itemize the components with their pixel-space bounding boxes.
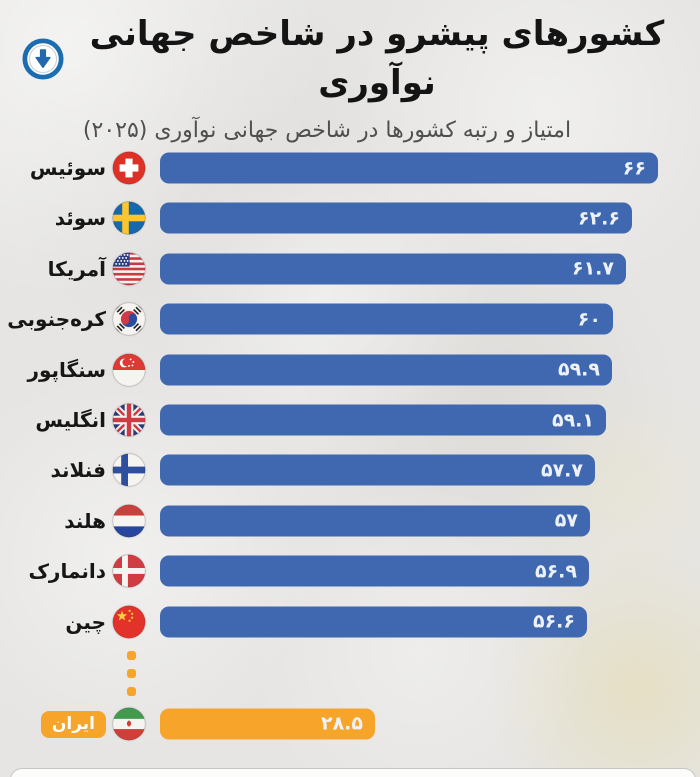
singapore-flag-icon: [112, 352, 146, 387]
country-name: سوئد: [54, 206, 106, 231]
score-bar: ۶۶: [160, 152, 658, 184]
finland-flag-icon: [112, 453, 146, 488]
country-name: چین: [65, 609, 106, 634]
south-korea-flag-icon: [112, 302, 146, 336]
iran-flag-icon: [112, 706, 146, 741]
score-bar: ۶۰: [160, 303, 613, 335]
country-label: فنلاند: [0, 458, 106, 482]
china-flag-icon: [112, 604, 146, 639]
download-arrow-circle-icon: [22, 38, 64, 80]
country-name: فنلاند: [50, 458, 106, 483]
country-label: ایران: [0, 710, 106, 738]
country-name: ایران: [40, 710, 106, 738]
country-row: دانمارک ۵۶.۹: [0, 546, 700, 596]
page-title: کشورهای پیشرو در شاخص جهانی نوآوری: [89, 14, 665, 104]
score-value-label: ۵۹.۱: [551, 409, 594, 431]
country-row: انگلیس ۵۹.۱: [0, 395, 700, 445]
country-row: سوئیس ۶۶: [0, 143, 700, 193]
score-value-label: ۶۲.۶: [577, 207, 620, 230]
country-label: دانمارک: [0, 559, 106, 583]
country-name: کره‌جنوبی: [7, 307, 106, 332]
ellipsis-dot: [127, 687, 136, 696]
netherlands-flag-icon: [112, 504, 146, 538]
sweden-flag-icon: [112, 201, 146, 236]
switzerland-flag-icon: [112, 151, 146, 185]
score-bar: ۵۹.۱: [160, 404, 606, 436]
country-name: سوئیس: [29, 156, 106, 180]
score-value-label: ۵۷: [554, 509, 578, 532]
score-value-label: ۵۷.۷: [540, 459, 583, 482]
score-bar: ۲۸.۵: [160, 708, 375, 739]
country-row: سنگاپور ۵۹.۹: [0, 345, 700, 395]
country-row: کره‌جنوبی ۶۰: [0, 294, 700, 344]
country-name: انگلیس: [35, 408, 106, 432]
country-label: سوئیس: [0, 156, 106, 180]
score-value-label: ۶۱.۷: [571, 257, 614, 280]
uk-flag-icon: [112, 403, 146, 437]
country-row: فنلاند ۵۷.۷: [0, 445, 700, 495]
score-bar: ۵۹.۹: [160, 354, 612, 386]
country-name: دانمارک: [28, 559, 106, 584]
bottom-card-edge: [10, 768, 696, 777]
score-bar: ۵۶.۶: [160, 606, 587, 638]
score-value-label: ۵۹.۹: [557, 358, 600, 381]
country-row: هلند ۵۷: [0, 496, 700, 546]
country-label: هلند: [0, 509, 106, 533]
country-row: آمریکا ۶۱.۷: [0, 244, 700, 294]
score-value-label: ۲۸.۵: [320, 712, 363, 735]
score-value-label: ۶۰: [577, 308, 601, 331]
country-label: سنگاپور: [0, 358, 106, 382]
country-row: ایران ۲۸.۵: [0, 699, 700, 749]
ellipsis-dots: [127, 651, 136, 696]
score-bar: ۶۱.۷: [160, 253, 626, 285]
country-row: سوئد ۶۲.۶: [0, 193, 700, 243]
country-label: سوئد: [0, 206, 106, 230]
country-label: آمریکا: [0, 257, 106, 281]
ellipsis-dot: [127, 651, 136, 660]
score-value-label: ۶۶: [622, 157, 646, 179]
country-row: چین ۵۶.۶: [0, 597, 700, 647]
country-label: انگلیس: [0, 408, 106, 432]
score-bar: ۵۶.۹: [160, 555, 589, 587]
denmark-flag-icon: [112, 554, 146, 588]
score-value-label: ۵۶.۶: [532, 610, 575, 633]
usa-flag-icon: [112, 252, 146, 286]
score-bar: ۵۷.۷: [160, 454, 595, 486]
title-row: کشورهای پیشرو در شاخص جهانی نوآوری: [0, 10, 700, 109]
country-name: سنگاپور: [27, 357, 106, 382]
country-label: کره‌جنوبی: [0, 307, 106, 331]
score-bar: ۶۲.۶: [160, 202, 632, 234]
score-bar: ۵۷: [160, 505, 590, 537]
country-name: آمریکا: [47, 256, 106, 281]
page-subtitle: امتیاز و رتبه کشورها در شاخص جهانی نوآور…: [82, 117, 572, 143]
score-value-label: ۵۶.۹: [534, 560, 577, 583]
header: کشورهای پیشرو در شاخص جهانی نوآوری امتیا…: [0, 10, 700, 143]
ellipsis-dot: [127, 669, 136, 678]
country-label: چین: [0, 610, 106, 634]
country-name: هلند: [64, 508, 106, 533]
